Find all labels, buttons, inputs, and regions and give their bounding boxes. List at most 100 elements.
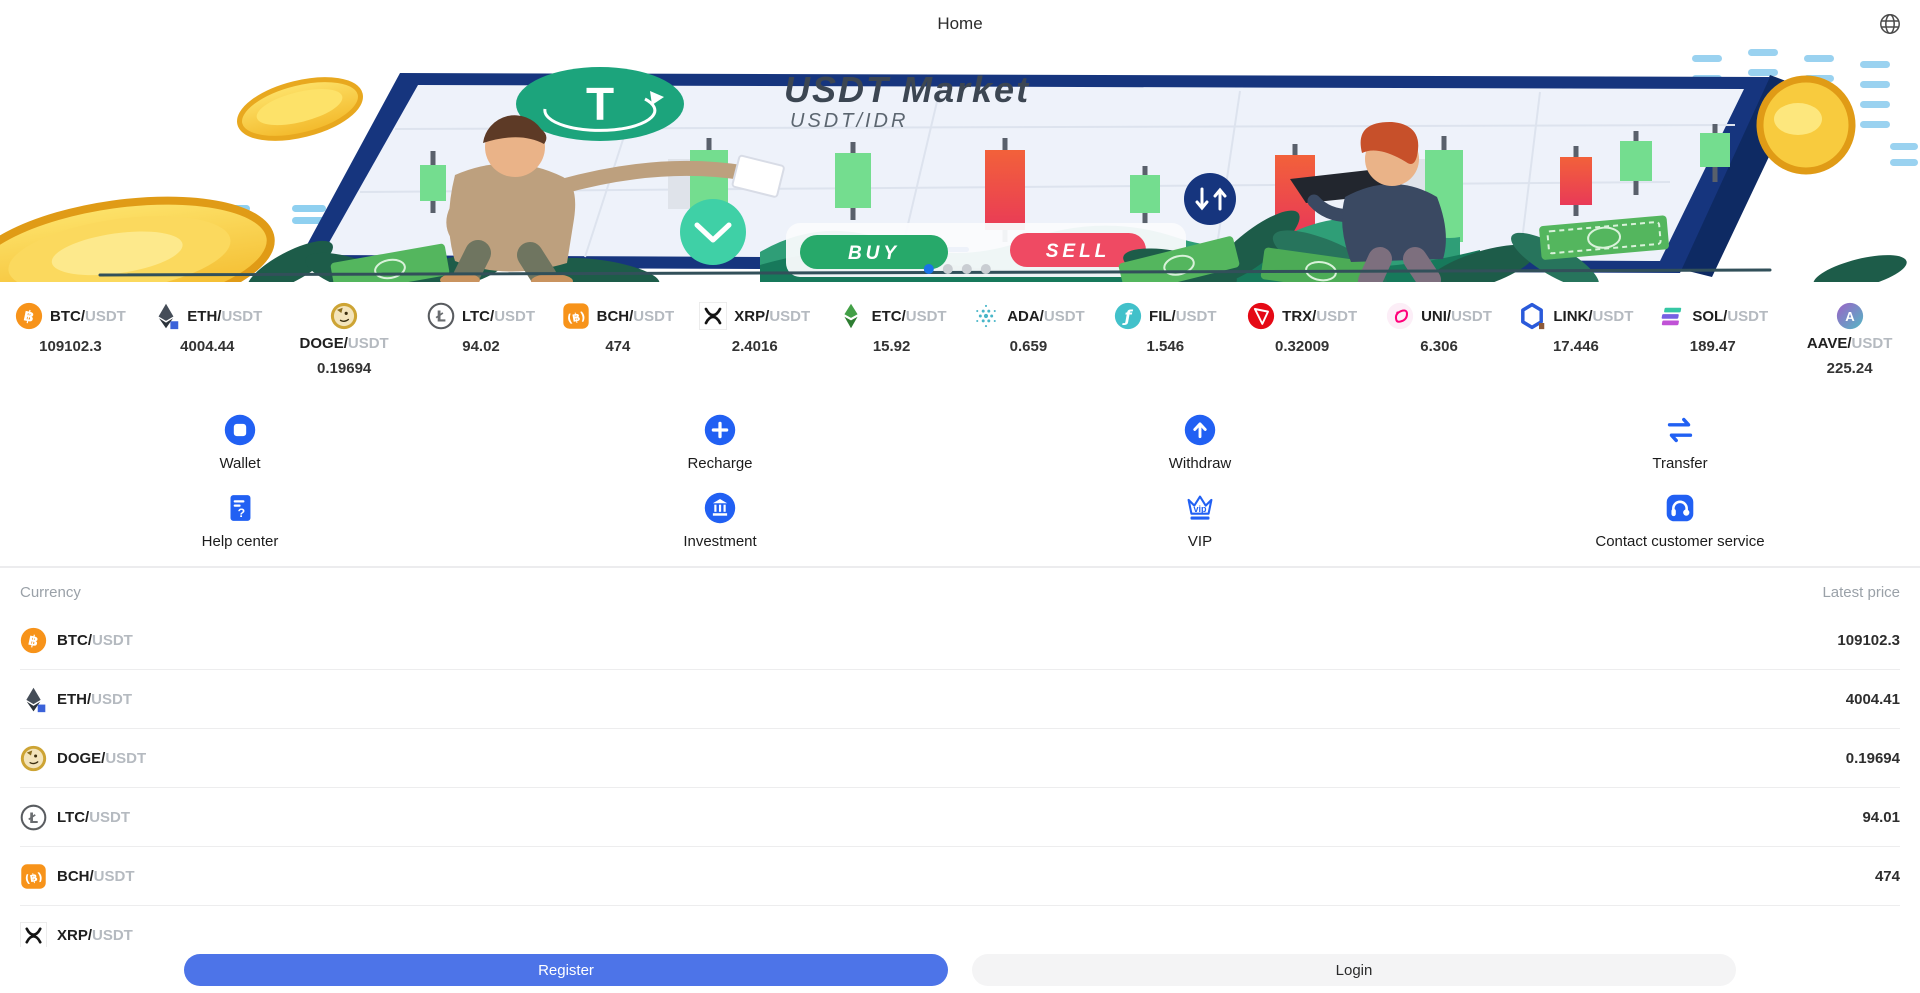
investment-icon — [700, 488, 740, 528]
ticker-item-sol[interactable]: SOL/USDT 189.47 — [1644, 300, 1781, 392]
quick-actions: Wallet Recharge Withdraw Transfer ? Help cen… — [0, 410, 1920, 550]
ticker-item-link[interactable]: LINK/USDT 17.446 — [1507, 300, 1644, 392]
ticker-price: 109102.3 — [39, 338, 102, 355]
login-button[interactable]: Login — [972, 954, 1736, 986]
btc-icon: ฿ — [15, 302, 43, 330]
gold-coin-right — [1756, 75, 1856, 175]
market-price: 0.19694 — [1845, 749, 1900, 767]
market-pair: ETH/USDT — [20, 686, 132, 713]
ticker-item-ltc[interactable]: Ł LTC/USDT 94.02 — [413, 300, 550, 392]
market-price: 474 — [1874, 867, 1900, 885]
ticker-pair-label: TRX/USDT — [1282, 307, 1358, 325]
help-center-icon: ? — [220, 488, 260, 528]
carousel-banner[interactable]: T USDT Market USDT/IDR — [0, 47, 1920, 282]
sell-button: SELL — [1010, 233, 1146, 267]
market-row-eth[interactable]: ETH/USDT 4004.41 — [20, 670, 1900, 729]
eth-icon — [20, 686, 47, 713]
ticker-item-btc[interactable]: ฿ BTC/USDT 109102.3 — [2, 300, 139, 392]
market-pair-label: BCH/USDT — [57, 867, 135, 885]
ticker-pair-label: FIL/USDT — [1149, 307, 1217, 325]
character-pointing-man — [440, 115, 785, 282]
sol-icon — [1657, 302, 1685, 330]
ticker-item-etc[interactable]: ETC/USDT 15.92 — [823, 300, 960, 392]
ticker-item-trx[interactable]: TRX/USDT 0.32009 — [1234, 300, 1371, 392]
ticker-item-aave[interactable]: A AAVE/USDT 225.24 — [1781, 300, 1918, 392]
ticker-pair-label: XRP/USDT — [734, 307, 811, 325]
chevron-down-bubble — [680, 199, 746, 265]
tether-logo: T — [516, 67, 684, 141]
carousel-dots — [923, 264, 991, 274]
ticker-price: 17.446 — [1552, 338, 1599, 355]
xrp-icon — [699, 302, 728, 330]
quick-actions-row-2: ? Help center Investment vip VIP Contact cust… — [0, 488, 1920, 550]
svg-text:SELL: SELL — [1046, 241, 1111, 262]
ticker-item-uni[interactable]: UNI/USDT 6.306 — [1371, 300, 1508, 392]
ada-icon — [972, 302, 1000, 330]
ticker-pair-label: ETC/USDT — [871, 307, 947, 325]
register-button[interactable]: Register — [184, 954, 948, 986]
svg-text:Ł: Ł — [28, 810, 38, 826]
action-contact-customer-service[interactable]: Contact customer service — [1440, 488, 1920, 550]
ticker-item-doge[interactable]: DOGE/USDT 0.19694 — [276, 300, 413, 392]
carousel-dot-1[interactable] — [923, 264, 934, 274]
doge-icon — [276, 302, 413, 330]
xrp-icon — [20, 921, 47, 949]
action-label: Contact customer service — [1595, 533, 1765, 550]
market-table-rows: ฿ BTC/USDT 109102.3 ETH/USDT 4004.41 DOGE/USD… — [20, 611, 1900, 965]
svg-text:(฿): (฿) — [566, 309, 586, 326]
ticker-price: 1.546 — [1146, 338, 1185, 355]
ticker-item-ada[interactable]: ADA/USDT 0.659 — [960, 300, 1097, 392]
ticker-price: 6.306 — [1420, 338, 1458, 355]
carousel-dot-4[interactable] — [980, 264, 991, 274]
svg-text:Ł: Ł — [435, 308, 446, 326]
uni-icon — [1386, 302, 1414, 330]
ticker-pair-label: UNI/USDT — [1421, 307, 1492, 325]
withdraw-icon — [1180, 410, 1220, 450]
ticker-price: 0.659 — [1009, 338, 1048, 355]
currency-header: Currency — [20, 584, 81, 601]
market-table-header: Currency Latest price — [20, 568, 1900, 611]
action-label: VIP — [1187, 533, 1213, 550]
svg-text:฿: ฿ — [27, 632, 40, 650]
ticker-pair-label: SOL/USDT — [1692, 307, 1769, 325]
ticker-item-fil[interactable]: ƒ FIL/USDT 1.546 — [1097, 300, 1234, 392]
ltc-icon: Ł — [20, 804, 47, 831]
bch-icon: (฿) — [20, 863, 47, 890]
bch-icon: (฿) — [562, 302, 590, 330]
carousel-dot-2[interactable] — [942, 264, 953, 274]
action-investment[interactable]: Investment — [480, 488, 960, 550]
action-wallet[interactable]: Wallet — [0, 410, 480, 472]
svg-text:T: T — [586, 78, 614, 130]
svg-text:฿: ฿ — [22, 306, 36, 326]
action-label: Wallet — [219, 455, 261, 472]
action-vip[interactable]: vip VIP — [960, 488, 1440, 550]
market-row-doge[interactable]: DOGE/USDT 0.19694 — [20, 729, 1900, 788]
ticker-pair-label: DOGE/USDT — [299, 335, 389, 352]
swap-bubble — [1184, 173, 1236, 225]
buy-button: BUY — [800, 235, 948, 269]
banner-illustration: T USDT Market USDT/IDR — [0, 49, 1918, 282]
action-recharge[interactable]: Recharge — [480, 410, 960, 472]
ticker-item-xrp[interactable]: XRP/USDT 2.4016 — [686, 300, 823, 392]
action-withdraw[interactable]: Withdraw — [960, 410, 1440, 472]
ticker-strip: ฿ BTC/USDT 109102.3 ETH/USDT 4004.44 DOGE/USD… — [0, 282, 1920, 396]
market-pair-label: DOGE/USDT — [57, 749, 147, 767]
page-title: Home — [937, 13, 983, 33]
market-row-btc[interactable]: ฿ BTC/USDT 109102.3 — [20, 611, 1900, 670]
carousel-dot-3[interactable] — [961, 264, 972, 274]
market-row-bch[interactable]: (฿) BCH/USDT 474 — [20, 847, 1900, 906]
market-row-ltc[interactable]: Ł LTC/USDT 94.01 — [20, 788, 1900, 847]
action-help-center[interactable]: ? Help center — [0, 488, 480, 550]
action-transfer[interactable]: Transfer — [1440, 410, 1920, 472]
doge-icon — [20, 745, 47, 772]
market-pair: XRP/USDT — [20, 921, 133, 949]
ticker-item-eth[interactable]: ETH/USDT 4004.44 — [139, 300, 276, 392]
top-header: Home — [0, 0, 1920, 47]
customer-service-icon — [1660, 488, 1700, 528]
ticker-item-bch[interactable]: (฿) BCH/USDT 474 — [549, 300, 686, 392]
ticker-price: 474 — [605, 338, 631, 355]
ticker-pair-label: LTC/USDT — [461, 307, 536, 325]
action-label: Transfer — [1652, 455, 1708, 472]
globe-icon[interactable] — [1878, 12, 1902, 36]
ticker-pair-label: ETH/USDT — [187, 307, 263, 325]
